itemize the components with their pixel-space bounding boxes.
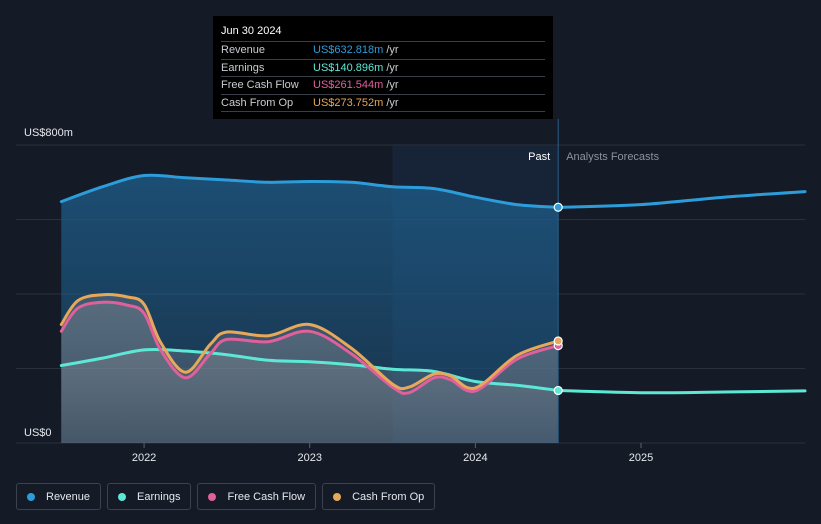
tooltip-unit: /yr — [386, 96, 399, 109]
revenue-endpoint — [553, 202, 563, 212]
x-tick-label: 2024 — [463, 452, 487, 464]
legend-item-free-cash-flow[interactable]: Free Cash Flow — [197, 483, 317, 510]
cash-from-op-endpoint — [553, 336, 563, 346]
tooltip-label: Cash From Op — [221, 96, 294, 109]
free-cash-flow-line — [59, 300, 560, 395]
legend-item-cash-from-op[interactable]: Cash From Op — [322, 483, 436, 510]
tooltip-label: Earnings — [221, 61, 265, 74]
x-tick-label: 2023 — [297, 452, 321, 464]
y-axis-bottom-label: US$0 — [24, 427, 52, 439]
revenue-forecast-line — [556, 190, 807, 209]
legend-item-earnings[interactable]: Earnings — [107, 483, 192, 510]
tooltip-value: US$273.752m — [313, 96, 384, 109]
series-endpoints — [553, 202, 563, 396]
legend-dot-icon — [333, 492, 342, 501]
earnings-line — [59, 347, 560, 392]
x-tick-label: 2022 — [132, 452, 156, 464]
cash-from-op-line — [59, 293, 560, 391]
tooltip: Jun 30 2024 Revenue US$632.818m /yr Earn… — [213, 16, 553, 119]
series-lines — [59, 173, 807, 395]
tooltip-unit: /yr — [386, 61, 399, 74]
legend-label: Revenue — [46, 490, 91, 503]
legend: Revenue Earnings Free Cash Flow Cash Fro… — [16, 483, 441, 512]
tooltip-value: US$140.896m — [313, 61, 384, 74]
tooltip-row-revenue: Revenue US$632.818m /yr — [221, 41, 545, 59]
x-axis-ticks: 2022 2023 2024 2025 — [132, 443, 653, 464]
forecast-label: Analysts Forecasts — [566, 151, 659, 163]
tooltip-unit: /yr — [386, 44, 399, 56]
tooltip-label: Revenue — [221, 44, 266, 56]
legend-label: Free Cash Flow — [227, 490, 306, 503]
legend-dot-icon — [27, 492, 35, 501]
tooltip-unit: /yr — [386, 79, 399, 91]
legend-label: Cash From Op — [352, 490, 425, 503]
legend-dot-icon — [118, 492, 127, 501]
legend-label: Earnings — [137, 490, 181, 503]
past-label: Past — [528, 151, 550, 163]
earnings-forecast-line — [556, 389, 807, 395]
y-axis-top-label: US$800m — [24, 127, 73, 139]
tooltip-row-cash-from-op: Cash From Op US$273.752m /yr — [221, 93, 545, 112]
legend-item-revenue[interactable]: Revenue — [16, 483, 102, 510]
x-tick-label: 2025 — [629, 452, 653, 464]
tooltip-value: US$261.544m — [313, 79, 384, 91]
tooltip-date: Jun 30 2024 — [221, 25, 282, 37]
earnings-endpoint — [553, 385, 563, 396]
tooltip-value: US$632.818m — [313, 44, 384, 56]
series-areas — [61, 175, 559, 444]
revenue-line — [59, 173, 560, 209]
tooltip-row-free-cash-flow: Free Cash Flow US$261.544m /yr — [221, 76, 545, 94]
tooltip-row-earnings: Earnings US$140.896m /yr — [221, 58, 545, 77]
legend-dot-icon — [208, 492, 217, 501]
tooltip-label: Free Cash Flow — [221, 79, 299, 91]
